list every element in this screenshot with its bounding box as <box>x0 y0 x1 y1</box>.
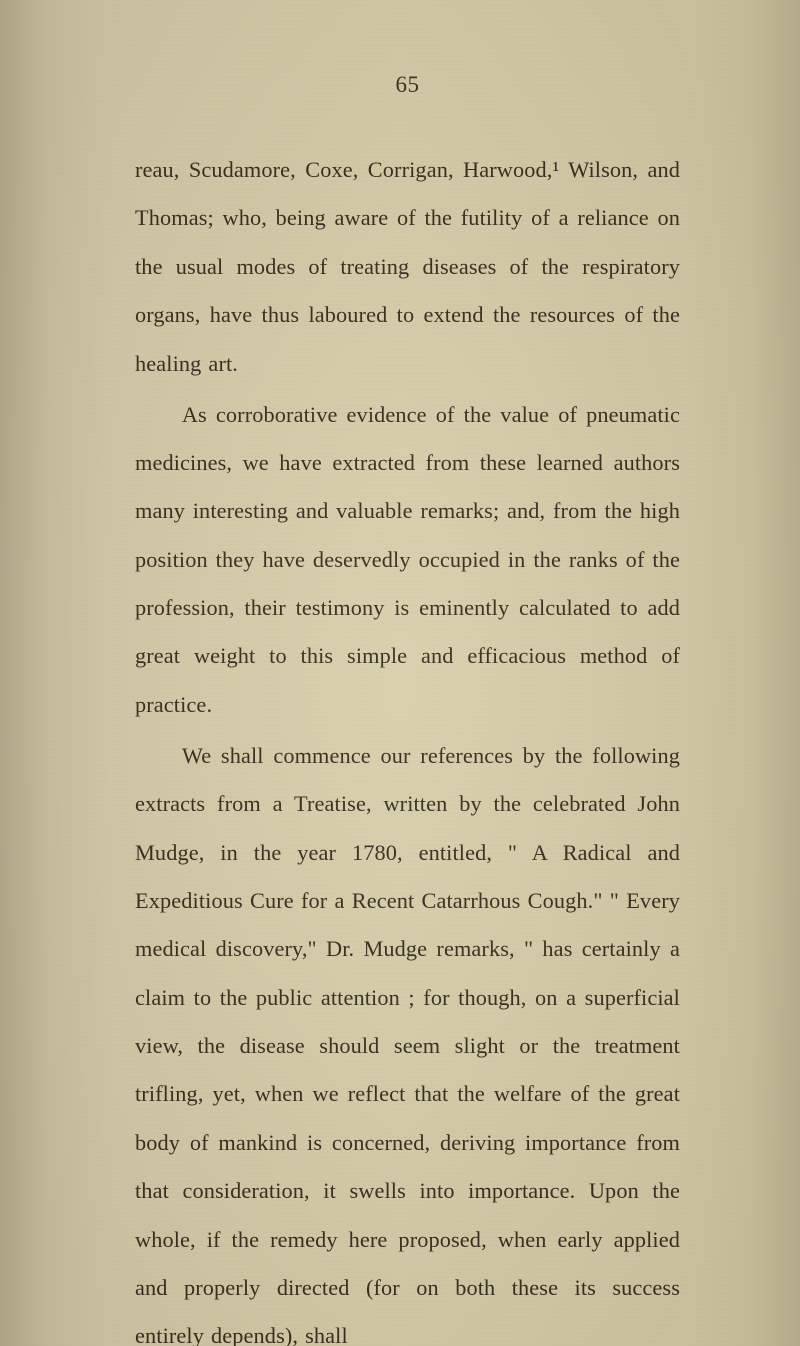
page-number: 65 <box>135 72 680 98</box>
paragraph-3: We shall commence our references by the … <box>135 732 680 1346</box>
text-block: 65 reau, Scudamore, Coxe, Corrigan, Harw… <box>135 72 680 1346</box>
paragraph-3-text: We shall commence our references by the … <box>135 743 680 1346</box>
scanned-page: 65 reau, Scudamore, Coxe, Corrigan, Harw… <box>0 0 800 1346</box>
paragraph-2: As corroborative evidence of the value o… <box>135 391 680 730</box>
paragraph-2-text: As corroborative evidence of the value o… <box>135 402 680 717</box>
paragraph-1: reau, Scudamore, Coxe, Corrigan, Harwood… <box>135 146 680 388</box>
